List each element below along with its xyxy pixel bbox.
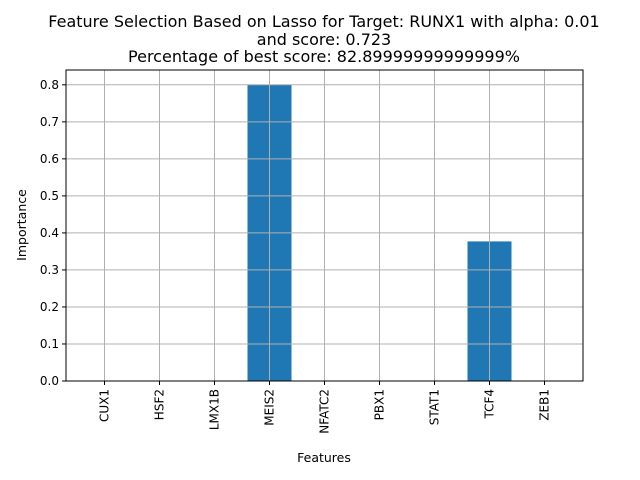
y-tick-label: 0.4 [40,226,59,240]
chart-title: Feature Selection Based on Lasso for Tar… [48,12,599,66]
y-tick-label: 0.2 [40,300,59,314]
x-gridlines [104,70,545,381]
title-line-1: Feature Selection Based on Lasso for Tar… [48,12,599,31]
title-line-3: Percentage of best score: 82.89999999999… [128,47,520,66]
x-tick-label: MEIS2 [263,389,277,426]
y-tick-label: 0.8 [40,78,59,92]
title-line-2: and score: 0.723 [257,30,391,49]
x-tick-label: LMX1B [208,389,222,430]
y-tick-label: 0.7 [40,115,59,129]
x-tick-label: HSF2 [153,389,167,420]
x-tick-label: ZEB1 [538,389,552,421]
x-axis-ticks: CUX1 HSF2 LMX1B MEIS2 NFATC2 PBX1 STAT1 TCF4 ZEB… [98,381,552,434]
x-tick-label: NFATC2 [318,389,332,434]
y-tick-label: 0.6 [40,152,59,166]
y-axis-ticks: 0.0 0.1 0.2 0.3 0.4 0.5 0.6 0.7 0.8 [40,78,66,388]
y-tick-label: 0.1 [40,337,59,351]
y-axis-label: Importance [14,189,29,261]
y-tick-label: 0.5 [40,189,59,203]
x-tick-label: CUX1 [98,389,112,422]
x-tick-label: TCF4 [483,389,497,420]
x-axis-label: Features [297,450,351,465]
y-tick-label: 0.3 [40,263,59,277]
x-tick-label: PBX1 [373,389,387,420]
x-tick-label: STAT1 [428,389,442,425]
y-tick-label: 0.0 [40,374,59,388]
